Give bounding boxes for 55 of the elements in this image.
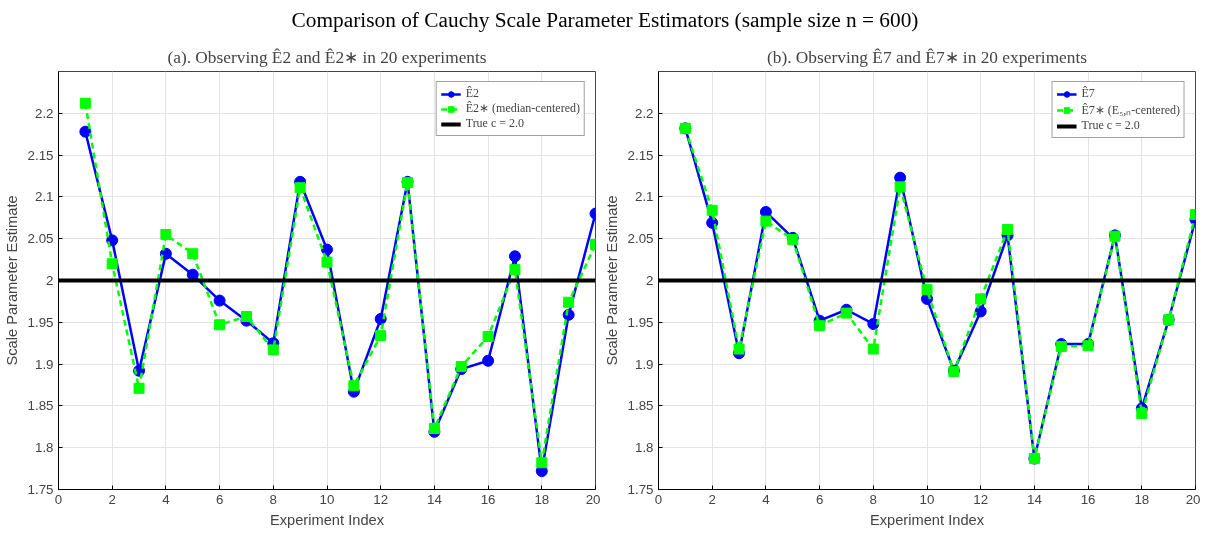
y-tick-label: 1.9 (34, 356, 54, 372)
y-tick-label: 2 (46, 273, 54, 288)
x-tick-label: 2 (708, 491, 716, 507)
x-tick-label: 16 (480, 491, 496, 507)
legend-label: Ê2∗ (median-centered) (465, 101, 580, 116)
y-tick-label: 1.75 (27, 482, 54, 497)
y-tick-label: 1.95 (627, 314, 654, 330)
chart-subtitle: (a). Observing Ê2 and Ê2∗ in 20 experiments (167, 47, 487, 67)
x-tick-label: 0 (654, 491, 663, 507)
legend-label: Ê7∗ (E₅,ₙ-centered) (1081, 102, 1180, 118)
x-tick-label: 8 (869, 491, 878, 507)
y-tick-label: 2.2 (34, 105, 54, 121)
x-tick-label: 12 (973, 491, 989, 507)
y-tick-label: 1.8 (34, 440, 54, 456)
x-tick-label: 20 (1185, 491, 1201, 507)
x-tick-label: 0 (54, 491, 63, 507)
x-tick-label: 14 (1026, 491, 1043, 507)
x-tick-label: 2 (108, 491, 116, 507)
y-tick-label: 2.1 (34, 189, 54, 205)
y-tick-label: 2.05 (627, 231, 654, 247)
y-tick-label: 2.2 (634, 105, 654, 121)
x-tick-label: 6 (815, 491, 824, 507)
y-tick-label: 1.85 (627, 398, 654, 414)
legend-label: Ê2 (465, 86, 481, 101)
y-tick-label: 2.15 (627, 147, 654, 163)
y-tick-label: 2.15 (27, 147, 54, 163)
x-tick-label: 20 (585, 491, 601, 507)
x-tick-label: 6 (215, 491, 224, 507)
legend-label: Ê7 (1081, 86, 1096, 101)
y-tick-label: 1.95 (27, 314, 54, 330)
x-tick-label: 10 (319, 491, 335, 507)
x-tick-label: 14 (426, 491, 443, 507)
y-tick-label: 1.85 (27, 398, 54, 414)
x-tick-label: 10 (919, 491, 935, 507)
x-axis-title: Experiment Index (269, 511, 385, 528)
chart-subtitle: (b). Observing Ê7 and Ê7∗ in 20 experiments (766, 47, 1088, 67)
y-axis-title: Scale Parameter Estimate (3, 195, 20, 366)
x-tick-label: 8 (269, 491, 278, 507)
x-tick-label: 12 (373, 491, 389, 507)
y-tick-label: 2.05 (27, 231, 54, 247)
y-tick-label: 1.8 (634, 440, 654, 456)
y-tick-label: 1.9 (634, 356, 654, 372)
y-tick-label: 1.75 (627, 482, 654, 497)
x-tick-label: 4 (762, 491, 771, 507)
y-tick-label: 2.1 (634, 189, 654, 205)
y-axis-title: Scale Parameter Estimate (603, 195, 620, 366)
y-tick-label: 2 (646, 273, 654, 288)
legend-label: True c = 2.0 (1081, 118, 1140, 133)
legend-label: True c = 2.0 (465, 116, 525, 131)
x-axis-title: Experiment Index (869, 511, 985, 528)
x-tick-label: 4 (162, 491, 171, 507)
x-tick-label: 18 (1134, 491, 1150, 507)
chart-title: Comparison of Cauchy Scale Parameter Estimators (sample size n = 600) (291, 7, 919, 34)
x-tick-label: 18 (534, 491, 550, 507)
x-tick-label: 16 (1080, 491, 1096, 507)
